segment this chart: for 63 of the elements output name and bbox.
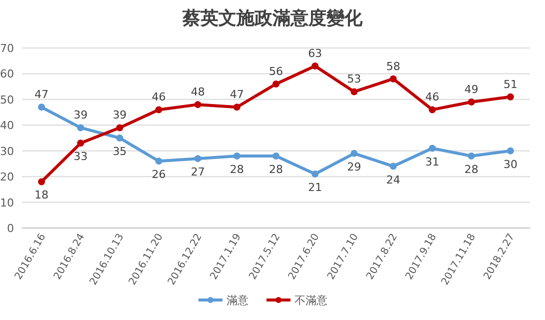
point (38, 178, 46, 186)
data-label: 47 (230, 88, 244, 102)
legend-label: 不滿意 (294, 294, 328, 307)
y-tick-label: 20 (0, 170, 14, 184)
data-label: 28 (269, 163, 283, 176)
point (350, 150, 358, 157)
data-label: 31 (425, 155, 440, 168)
data-label: 49 (464, 83, 478, 96)
data-label: 56 (269, 65, 283, 78)
point (116, 124, 124, 132)
point (77, 140, 84, 147)
data-label: 63 (308, 47, 322, 60)
data-label: 35 (112, 145, 127, 158)
point (468, 98, 475, 106)
point (233, 152, 240, 160)
point (312, 62, 319, 70)
y-tick-label: 30 (0, 144, 14, 158)
y-tick-label: 70 (0, 42, 14, 55)
data-label: 18 (34, 188, 49, 202)
point (468, 152, 475, 160)
chart-title: 蔡英文施政滿意度變化 (182, 8, 364, 29)
point (116, 134, 124, 142)
point (38, 104, 46, 111)
point (390, 162, 397, 170)
data-label: 30 (503, 158, 518, 171)
y-tick-label: 10 (0, 196, 14, 210)
data-label: 46 (425, 90, 440, 104)
point (312, 170, 319, 178)
y-tick-label: 40 (0, 119, 14, 132)
y-tick-label: 60 (0, 68, 14, 81)
data-label: 58 (386, 60, 400, 73)
point (155, 106, 162, 114)
data-label: 28 (464, 163, 478, 176)
point (428, 106, 436, 114)
data-label: 39 (112, 108, 127, 122)
point (506, 93, 514, 100)
data-label: 51 (503, 78, 518, 91)
point (390, 75, 397, 82)
data-label: 28 (230, 163, 244, 176)
data-label: 26 (152, 168, 166, 182)
data-label: 21 (308, 181, 322, 194)
data-label: 53 (347, 72, 362, 86)
data-label: 29 (347, 160, 362, 174)
point (272, 80, 280, 88)
point (155, 158, 162, 165)
data-label: 24 (386, 173, 400, 186)
point (428, 144, 436, 152)
data-label: 47 (34, 88, 49, 102)
data-label: 48 (190, 86, 205, 99)
y-tick-label: 0 (7, 222, 14, 235)
point (506, 147, 514, 154)
data-label: 46 (152, 90, 166, 104)
legend-label: 滿意 (226, 294, 248, 307)
point (272, 152, 280, 160)
data-label: 39 (74, 108, 88, 122)
point (77, 124, 84, 132)
data-label: 27 (190, 166, 205, 179)
point (233, 104, 240, 111)
point (350, 88, 358, 96)
point (194, 155, 202, 162)
point (194, 101, 202, 108)
y-tick-label: 50 (0, 93, 14, 106)
data-label: 33 (74, 150, 88, 164)
